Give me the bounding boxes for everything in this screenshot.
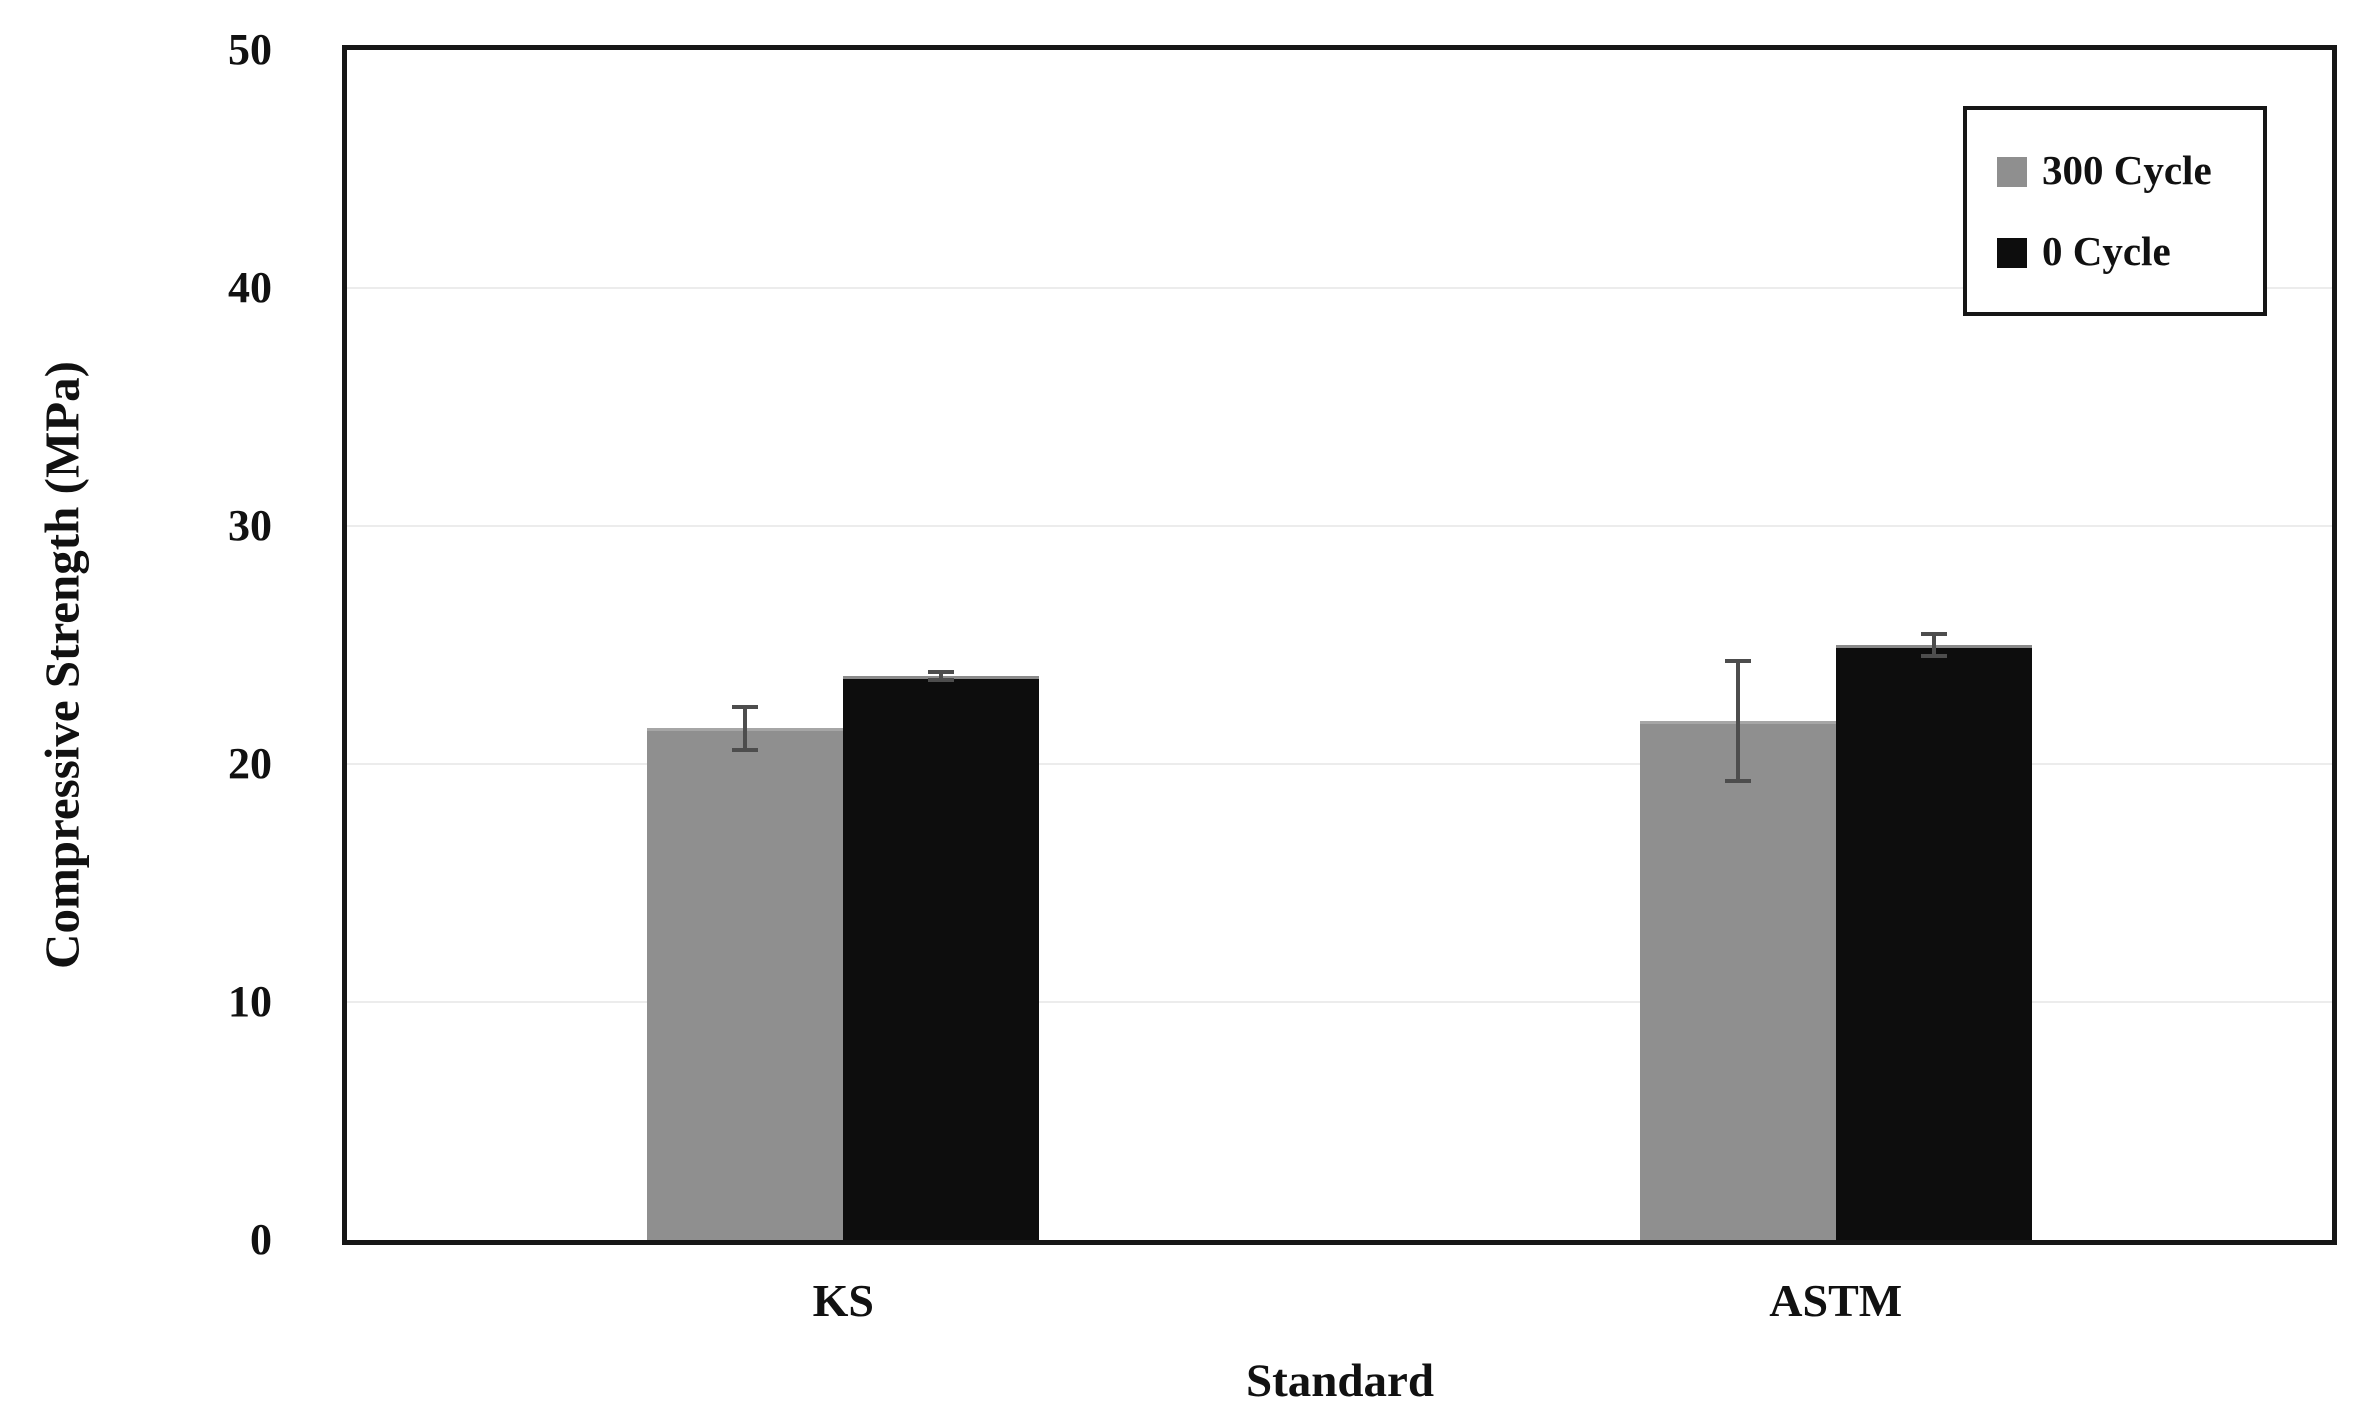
error-bar-cap-bottom (732, 748, 759, 753)
x-axis-title: Standard (1245, 1355, 1435, 1407)
error-bar-cap-bottom (1920, 654, 1947, 659)
bar-ks-0-cycle (843, 675, 1040, 1240)
error-bar-cap-top (732, 704, 759, 709)
gridline-20 (347, 763, 2332, 765)
error-bar-cap-top (928, 669, 955, 674)
bar-astm-0-cycle (1835, 645, 2032, 1240)
legend-swatch-icon (1997, 238, 2027, 268)
bar-ks-300-cycle (647, 728, 844, 1240)
gridline-30 (347, 525, 2332, 527)
error-bar-ks-0-cycle (928, 669, 955, 682)
y-tick-label-20: 20 (228, 739, 272, 788)
error-bar-cap-bottom (1724, 779, 1751, 784)
error-bar-cap-bottom (928, 677, 955, 682)
legend-label: 300 Cycle (2042, 147, 2212, 193)
y-tick-label-50: 50 (228, 25, 272, 74)
y-tick-label-30: 30 (228, 501, 272, 550)
y-tick-label-10: 10 (228, 977, 272, 1026)
y-tick-label-0: 0 (250, 1215, 272, 1264)
error-bar-astm-300-cycle (1724, 659, 1751, 784)
gridline-10 (347, 1001, 2332, 1003)
x-tick-label-astm: ASTM (1769, 1275, 1903, 1326)
error-bar-line (743, 704, 748, 753)
gridline-40 (347, 287, 2332, 289)
legend-item-300-cycle: 300 Cycle (1997, 150, 2263, 191)
error-bar-ks-300-cycle (732, 704, 759, 753)
legend-item-0-cycle: 0 Cycle (1997, 231, 2263, 272)
y-tick-label-40: 40 (228, 263, 272, 312)
error-bar-cap-top (1724, 659, 1751, 664)
legend-label: 0 Cycle (2042, 228, 2171, 274)
error-bar-line (939, 669, 944, 682)
error-bar-line (1931, 631, 1936, 659)
error-bar-astm-0-cycle (1920, 631, 1947, 659)
bar-astm-300-cycle (1639, 721, 1836, 1240)
x-tick-label-ks: KS (812, 1275, 874, 1326)
error-bar-line (1735, 659, 1740, 784)
legend: 300 Cycle 0 Cycle (1963, 106, 2267, 316)
legend-swatch-icon (1997, 157, 2027, 187)
y-axis-title: Compressive Strength (MPa) (34, 361, 90, 969)
error-bar-cap-top (1920, 631, 1947, 636)
